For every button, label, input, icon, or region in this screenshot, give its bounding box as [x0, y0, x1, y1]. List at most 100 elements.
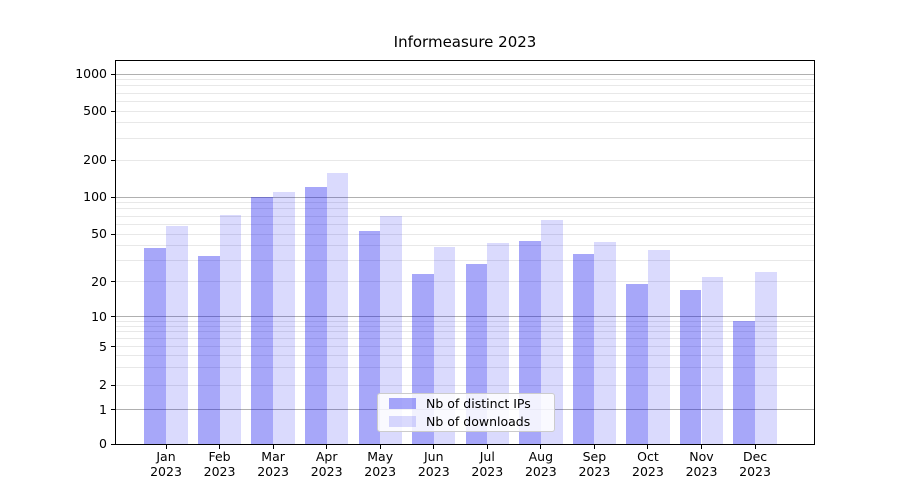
- chart-title: Informeasure 2023: [393, 33, 537, 51]
- gridline-minor: [116, 122, 814, 124]
- bar-downloads-mar: [273, 191, 295, 444]
- x-tick-mark: [486, 445, 488, 449]
- y-tick-label-10: 10: [91, 308, 107, 324]
- bar-downloads-oct: [647, 249, 670, 444]
- gridline-minor: [116, 320, 814, 322]
- legend-label-downloads: Nb of downloads: [426, 414, 531, 429]
- y-tick-mark: [111, 196, 115, 198]
- x-tick-mark: [326, 445, 328, 449]
- x-tick-label-may: May 2023: [364, 449, 397, 479]
- gridline-minor: [116, 92, 814, 94]
- x-tick-label-jan: Jan 2023: [150, 449, 182, 479]
- y-tick-mark: [111, 384, 115, 386]
- bar-distinct-ips-may: [358, 230, 381, 444]
- bar-distinct-ips-sep: [572, 254, 595, 444]
- y-tick-mark: [111, 281, 115, 282]
- gridline-major: [116, 196, 814, 198]
- gridline-minor: [116, 233, 814, 235]
- y-tick-label-5: 5: [99, 338, 107, 354]
- legend-label-distinct-ips: Nb of distinct IPs: [426, 396, 531, 411]
- gridline-minor: [116, 215, 814, 217]
- x-tick-label-jun: Jun 2023: [417, 449, 450, 479]
- x-tick-mark: [701, 445, 702, 449]
- gridline-minor: [116, 85, 814, 87]
- x-tick-mark: [754, 445, 756, 449]
- legend-item-downloads: Nb of downloads: [389, 414, 554, 429]
- x-tick-mark: [272, 445, 274, 449]
- x-tick-label-sep: Sep 2023: [578, 449, 611, 479]
- x-tick-mark: [647, 445, 649, 449]
- bar-downloads-sep: [594, 241, 617, 444]
- gridline-minor: [116, 338, 814, 340]
- gridline-minor: [116, 110, 814, 112]
- bar-distinct-ips-apr: [304, 186, 327, 444]
- bar-downloads-may: [380, 216, 402, 444]
- y-tick-mark: [111, 233, 115, 235]
- y-tick-label-0: 0: [99, 436, 107, 451]
- legend-swatch-distinct-ips-icon: [389, 398, 416, 409]
- gridline-minor: [116, 346, 814, 347]
- y-tick-mark: [111, 409, 115, 410]
- bar-downloads-apr: [326, 173, 349, 444]
- gridline-minor: [116, 367, 814, 369]
- y-tick-label-20: 20: [91, 273, 107, 289]
- x-tick-label-jul: Jul 2023: [471, 449, 504, 479]
- x-tick-mark: [219, 445, 221, 449]
- legend: Nb of distinct IPs Nb of downloads: [377, 393, 555, 432]
- y-tick-label-1000: 1000: [75, 66, 107, 81]
- y-tick-mark: [111, 316, 115, 317]
- legend-item-distinct-ips: Nb of distinct IPs: [389, 396, 554, 411]
- gridline-minor: [116, 245, 814, 247]
- plot-area: Nb of distinct IPs Nb of downloads: [115, 60, 815, 445]
- x-tick-mark: [379, 445, 381, 449]
- bar-downloads-feb: [219, 214, 242, 444]
- y-tick-label-200: 200: [83, 152, 107, 167]
- x-tick-label-mar: Mar 2023: [257, 449, 289, 479]
- x-tick-label-oct: Oct 2023: [632, 449, 664, 479]
- bar-distinct-ips-jan: [144, 248, 166, 444]
- gridline-minor: [116, 331, 814, 333]
- y-tick-mark: [111, 443, 115, 445]
- x-tick-mark: [433, 445, 435, 449]
- y-tick-label-50: 50: [91, 226, 107, 241]
- bar-distinct-ips-mar: [251, 197, 274, 444]
- x-tick-mark: [165, 445, 167, 449]
- gridline-major: [116, 73, 814, 75]
- gridline-minor: [116, 325, 814, 327]
- x-tick-label-aug: Aug 2023: [524, 449, 557, 479]
- legend-swatch-downloads-icon: [389, 416, 416, 427]
- bar-downloads-nov: [701, 276, 724, 444]
- gridline-minor: [116, 223, 814, 225]
- y-tick-label-2: 2: [99, 377, 107, 392]
- bar-distinct-ips-nov: [679, 289, 702, 444]
- bar-distinct-ips-dec: [733, 321, 756, 444]
- bar-downloads-dec: [755, 272, 777, 444]
- gridline-minor: [116, 202, 814, 204]
- bar-distinct-ips-oct: [626, 284, 648, 444]
- x-tick-label-feb: Feb 2023: [203, 449, 236, 479]
- y-tick-mark: [111, 159, 115, 161]
- x-tick-mark: [540, 445, 542, 449]
- y-tick-mark: [111, 73, 115, 75]
- y-tick-mark: [111, 346, 115, 347]
- y-tick-label-100: 100: [83, 189, 107, 204]
- x-tick-label-dec: Dec 2023: [739, 449, 771, 479]
- x-tick-label-nov: Nov 2023: [685, 449, 718, 479]
- bar-distinct-ips-feb: [197, 255, 220, 444]
- bar-downloads-aug: [540, 220, 563, 444]
- x-tick-mark: [593, 445, 595, 449]
- gridline-minor: [116, 384, 814, 386]
- y-tick-mark: [111, 110, 115, 112]
- gridline-minor: [116, 259, 814, 261]
- y-tick-label-1: 1: [99, 401, 107, 417]
- gridline-minor: [116, 79, 814, 81]
- gridline-minor: [116, 208, 814, 210]
- gridline-minor: [116, 355, 814, 357]
- gridline-minor: [116, 159, 814, 161]
- bar-downloads-jan: [166, 226, 188, 444]
- x-tick-label-apr: Apr 2023: [310, 449, 343, 479]
- gridline-minor: [116, 137, 814, 139]
- gridline-minor: [116, 100, 814, 102]
- gridline-minor: [116, 281, 814, 282]
